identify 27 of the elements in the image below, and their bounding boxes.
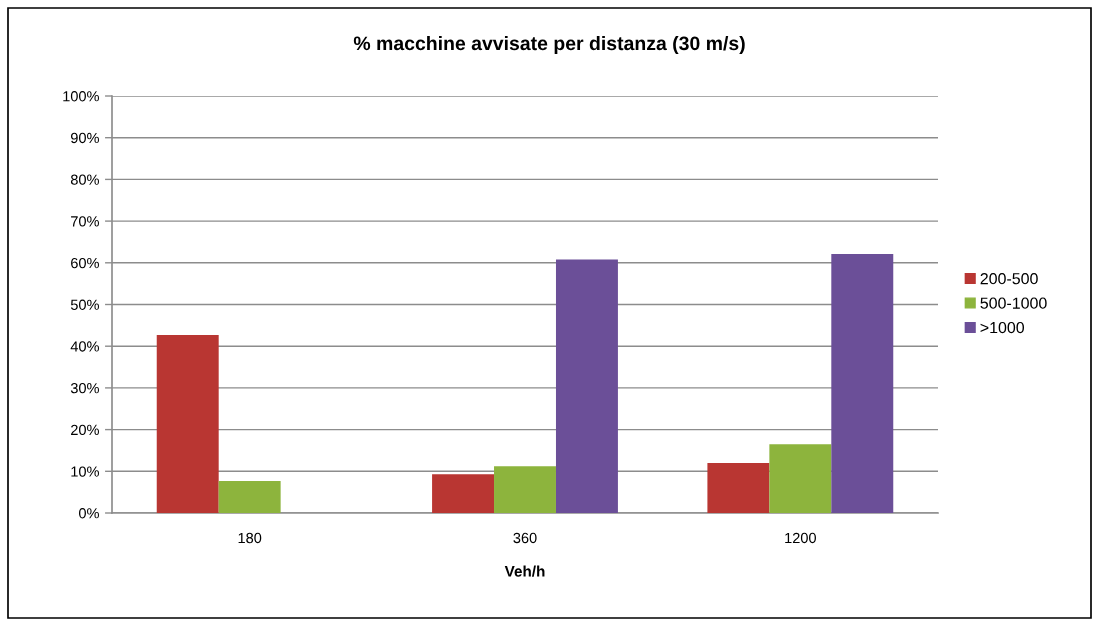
y-tick-label: 70% bbox=[71, 216, 99, 227]
bar bbox=[156, 334, 219, 513]
x-axis-title: Veh/h bbox=[504, 565, 545, 577]
y-tick-label: 90% bbox=[71, 132, 99, 144]
x-tick-label: 360 bbox=[513, 532, 537, 544]
bar bbox=[707, 462, 770, 513]
legend-label: 500-1000 bbox=[980, 297, 1047, 309]
y-tick-label: 40% bbox=[70, 341, 99, 352]
y-tick-label: 20% bbox=[71, 424, 99, 436]
y-tick-label: 100% bbox=[63, 91, 99, 102]
y-tick-label: 80% bbox=[70, 174, 99, 185]
bar bbox=[831, 254, 894, 513]
chart-title: % macchine avvisate per distanza (30 m/s) bbox=[353, 35, 745, 55]
x-tick-label: 180 bbox=[238, 532, 262, 544]
bar bbox=[218, 480, 281, 513]
y-tick-label: 30% bbox=[70, 383, 99, 394]
y-tick-label: 50% bbox=[70, 299, 99, 310]
bar bbox=[555, 259, 618, 513]
y-tick-label: 60% bbox=[71, 257, 99, 269]
legend-label: >1000 bbox=[980, 321, 1025, 334]
bar bbox=[494, 466, 556, 513]
x-tick-label: 1200 bbox=[785, 532, 816, 544]
bar bbox=[432, 474, 495, 513]
y-tick-label: 0% bbox=[78, 508, 99, 519]
legend-label: 200-500 bbox=[980, 273, 1038, 285]
bar bbox=[769, 444, 832, 513]
y-tick-label: 10% bbox=[71, 466, 99, 477]
